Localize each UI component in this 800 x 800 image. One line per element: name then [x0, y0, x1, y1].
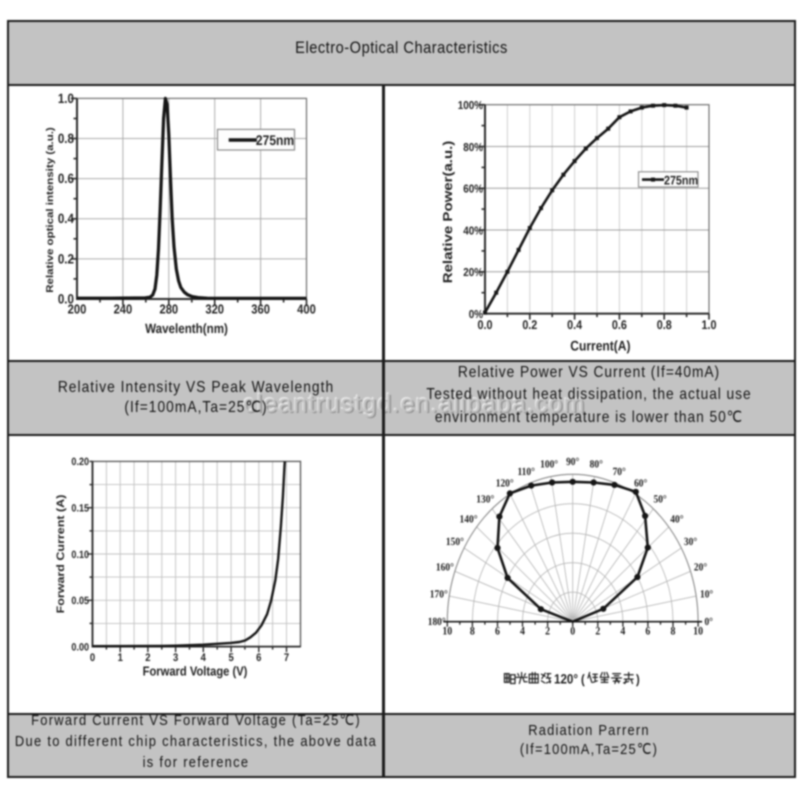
svg-text:20%: 20% — [463, 267, 483, 279]
svg-text:40%: 40% — [463, 225, 483, 237]
svg-text:6: 6 — [256, 652, 261, 664]
svg-text:200: 200 — [68, 302, 87, 317]
svg-text:Wavelenth(nm): Wavelenth(nm) — [145, 321, 228, 336]
svg-text:Relative optical intensity (a.: Relative optical intensity (a.u.) — [45, 127, 55, 293]
svg-text:60°: 60° — [634, 478, 647, 490]
svg-text:0.8: 0.8 — [657, 318, 672, 332]
svg-text:120°: 120° — [554, 671, 578, 686]
svg-text:0.0: 0.0 — [478, 318, 493, 332]
svg-text:100°: 100° — [540, 459, 558, 471]
svg-text:110°: 110° — [517, 466, 534, 478]
svg-text:7: 7 — [284, 652, 289, 664]
svg-text:0°: 0° — [704, 616, 713, 628]
svg-text:4: 4 — [201, 652, 207, 664]
svg-text:Current(A): Current(A) — [570, 338, 630, 354]
svg-text:280: 280 — [159, 302, 178, 317]
svg-text:60%: 60% — [463, 184, 483, 196]
svg-text:3: 3 — [173, 652, 178, 664]
svg-text:1.0: 1.0 — [58, 91, 74, 106]
svg-text:1.0: 1.0 — [702, 318, 717, 332]
svg-text:cleantrustgd.en.alibaba.com: cleantrustgd.en.alibaba.com — [242, 389, 584, 417]
svg-text:): ) — [636, 671, 640, 686]
svg-text:150°: 150° — [446, 536, 464, 548]
svg-text:0.05: 0.05 — [71, 595, 89, 607]
svg-text:0.0: 0.0 — [58, 291, 74, 306]
svg-text:4: 4 — [620, 626, 625, 638]
svg-text:8: 8 — [671, 626, 676, 638]
svg-text:0.6: 0.6 — [58, 171, 75, 186]
svg-text:90°: 90° — [566, 456, 579, 468]
svg-text:100%: 100% — [458, 100, 483, 112]
svg-text:0.15: 0.15 — [71, 503, 89, 515]
svg-text:0.8: 0.8 — [58, 131, 75, 146]
svg-text:320: 320 — [205, 302, 224, 317]
svg-text:0.4: 0.4 — [58, 211, 75, 226]
svg-text:170°: 170° — [430, 588, 448, 600]
svg-text:0: 0 — [90, 652, 95, 664]
svg-text:0.4: 0.4 — [567, 318, 582, 332]
svg-text:0.2: 0.2 — [522, 318, 537, 332]
svg-text:120°: 120° — [496, 478, 514, 490]
svg-text:0.10: 0.10 — [71, 549, 89, 561]
svg-text:275nm: 275nm — [256, 132, 294, 148]
svg-text:10°: 10° — [700, 588, 713, 600]
svg-text:6: 6 — [495, 626, 500, 638]
svg-text:10: 10 — [693, 626, 703, 638]
svg-text:cleantrustgd.en.alibaba.com: cleantrustgd.en.alibaba.com — [245, 391, 587, 419]
svg-text:2: 2 — [545, 626, 550, 638]
svg-text:6: 6 — [645, 626, 650, 638]
svg-text:40°: 40° — [670, 513, 683, 525]
svg-text:cleantrustgd.en.alibaba.com: cleantrustgd.en.alibaba.com — [243, 390, 585, 418]
svg-text:50°: 50° — [653, 494, 666, 506]
svg-text:160°: 160° — [436, 562, 454, 574]
svg-text:20°: 20° — [694, 562, 707, 574]
svg-text:Forward Voltage (V): Forward Voltage (V) — [143, 664, 248, 679]
svg-text:8: 8 — [470, 626, 475, 638]
svg-text:0.6: 0.6 — [612, 318, 627, 332]
svg-text:2: 2 — [145, 652, 150, 664]
svg-text:10: 10 — [442, 626, 452, 638]
svg-text:Forward Current (A): Forward Current (A) — [55, 495, 67, 614]
svg-text:0%: 0% — [469, 309, 483, 321]
svg-text:240: 240 — [114, 302, 133, 317]
svg-text:360: 360 — [251, 302, 270, 317]
svg-text:275nm: 275nm — [664, 173, 698, 187]
svg-text:(: ( — [581, 671, 585, 686]
svg-text:30°: 30° — [684, 536, 697, 548]
svg-text:0.00: 0.00 — [71, 641, 89, 653]
svg-text:0: 0 — [570, 626, 575, 638]
svg-text:4: 4 — [520, 626, 525, 638]
svg-text:2: 2 — [595, 626, 600, 638]
svg-text:80°: 80° — [590, 459, 603, 471]
svg-text:130°: 130° — [476, 494, 494, 506]
svg-text:5: 5 — [228, 652, 233, 664]
svg-text:140°: 140° — [460, 513, 478, 525]
svg-text:1: 1 — [118, 652, 123, 664]
svg-text:80%: 80% — [463, 142, 483, 154]
svg-text:Relative Power(a.u.): Relative Power(a.u.) — [441, 141, 456, 284]
svg-text:70°: 70° — [613, 466, 626, 478]
svg-text:400: 400 — [297, 302, 316, 317]
svg-text:0.20: 0.20 — [71, 456, 89, 468]
svg-text:180°: 180° — [428, 616, 446, 628]
svg-text:0.2: 0.2 — [58, 251, 74, 266]
